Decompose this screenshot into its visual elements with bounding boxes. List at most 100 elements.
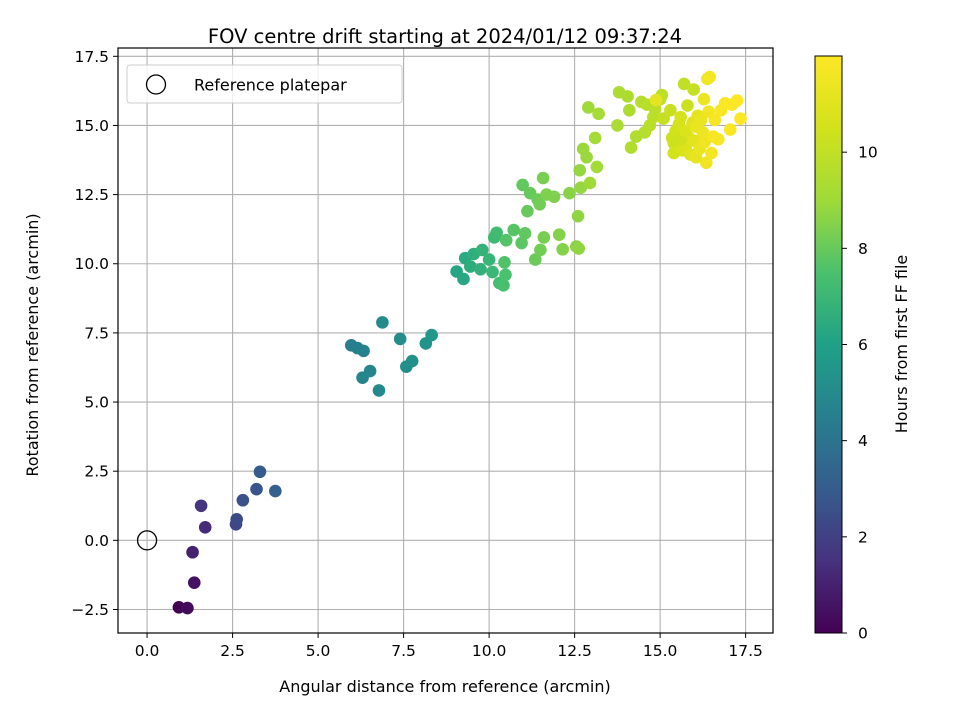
x-axis-ticks: 0.0 2.5 5.0 7.5 10.0 12.5 15.0 17.5 <box>135 633 763 660</box>
colorbar-tick-label: 4 <box>858 432 868 450</box>
y-tick-label: 17.5 <box>74 48 109 66</box>
scatter-point <box>582 101 595 114</box>
colorbar: 0 2 4 6 8 10 Hours from first FF file <box>814 55 911 643</box>
y-tick-label: −2.5 <box>71 601 109 619</box>
scatter-point <box>186 545 199 559</box>
scatter-point <box>705 146 718 160</box>
scatter-point <box>703 70 717 84</box>
scatter-point <box>580 150 593 164</box>
scatter-point <box>681 99 694 112</box>
scatter-point <box>521 204 534 218</box>
y-tick-label: 7.5 <box>84 324 109 342</box>
y-tick-label: 12.5 <box>74 186 109 204</box>
scatter-point <box>734 112 747 125</box>
scatter-point <box>533 197 547 211</box>
grid-lines <box>118 48 773 633</box>
scatter-point <box>689 120 703 134</box>
x-tick-label: 7.5 <box>391 642 416 660</box>
scatter-point <box>518 227 532 240</box>
scatter-point <box>486 265 499 279</box>
scatter-point <box>677 77 691 91</box>
scatter-point <box>236 493 250 507</box>
scatter-point <box>547 190 561 204</box>
scatter-point <box>528 253 542 266</box>
legend-label-reference: Reference platepar <box>194 76 347 95</box>
scatter-point <box>405 354 419 368</box>
x-tick-label: 15.0 <box>643 642 678 660</box>
scatter-point <box>623 103 636 117</box>
scatter-point <box>590 160 604 174</box>
scatter-point <box>592 107 605 121</box>
scatter-point <box>497 279 510 292</box>
scatter-point <box>198 521 212 534</box>
x-tick-label: 2.5 <box>220 642 245 660</box>
y-tick-label: 10.0 <box>74 255 109 273</box>
scatter-point <box>679 124 693 138</box>
legend-marker-reference <box>145 74 167 95</box>
x-axis-label: Angular distance from reference (arcmin) <box>279 677 610 696</box>
scatter-point <box>490 226 503 240</box>
colorbar-tick-label: 2 <box>858 528 868 546</box>
scatter-point <box>723 123 737 136</box>
scatter-point <box>571 209 585 223</box>
scatter-point <box>475 243 489 257</box>
scatter-point <box>700 156 713 170</box>
chart-title: FOV centre drift starting at 2024/01/12 … <box>208 25 682 48</box>
scatter-point <box>457 272 470 286</box>
colorbar-tick-label: 6 <box>858 336 868 354</box>
scatter-point <box>372 384 386 397</box>
x-tick-label: 0.0 <box>135 642 160 660</box>
scatter-point <box>363 364 377 378</box>
scatter-point <box>552 228 566 242</box>
scatter-point <box>463 260 477 273</box>
reference-platepar-marker <box>136 530 158 551</box>
colorbar-tick-label: 0 <box>858 625 868 643</box>
x-tick-label: 5.0 <box>306 642 331 660</box>
scatter-point <box>250 482 263 496</box>
scatter-point <box>181 601 194 615</box>
y-tick-label: 0.0 <box>84 532 109 550</box>
scatter-point <box>194 499 208 513</box>
colorbar-gradient <box>814 55 843 634</box>
scatter-point <box>664 103 677 117</box>
y-tick-label: 5.0 <box>84 394 109 412</box>
y-tick-label: 2.5 <box>84 463 109 481</box>
y-axis-label: Rotation from reference (arcmin) <box>23 213 42 476</box>
scatter-point <box>187 576 201 589</box>
scatter-point <box>657 112 670 125</box>
scatter-point <box>499 268 512 282</box>
scatter-point <box>474 262 487 276</box>
scatter-point <box>376 316 389 329</box>
scatter-point <box>230 513 243 526</box>
scatter-point <box>536 171 550 185</box>
scatter-point <box>573 163 587 177</box>
scatter-point <box>498 256 511 269</box>
scatter-point <box>563 186 576 200</box>
scatter-point <box>253 465 267 479</box>
scatter-point <box>708 113 722 127</box>
scatter-point <box>537 231 551 244</box>
scatter-point <box>730 94 744 107</box>
scatter-point <box>583 176 597 190</box>
scatter-point <box>611 119 624 132</box>
scatter-point <box>687 83 700 96</box>
scatter-point <box>482 253 496 266</box>
scatter-point <box>649 93 663 107</box>
scatter-point <box>588 131 602 145</box>
scatter-point <box>621 90 634 103</box>
x-tick-label: 12.5 <box>557 642 592 660</box>
data-points <box>136 70 747 615</box>
scatter-point <box>499 233 513 247</box>
legend-box <box>126 64 403 104</box>
scatter-point <box>534 243 547 257</box>
scatter-point <box>425 328 438 342</box>
scatter-point <box>572 242 586 255</box>
scatter-point <box>515 236 528 250</box>
colorbar-label: Hours from first FF file <box>892 255 911 434</box>
colorbar-ticks: 0 2 4 6 8 10 <box>842 144 878 643</box>
scatter-point <box>507 223 521 237</box>
scatter-point <box>697 92 711 106</box>
y-tick-label: 15.0 <box>74 117 109 135</box>
scatter-point <box>357 344 370 358</box>
